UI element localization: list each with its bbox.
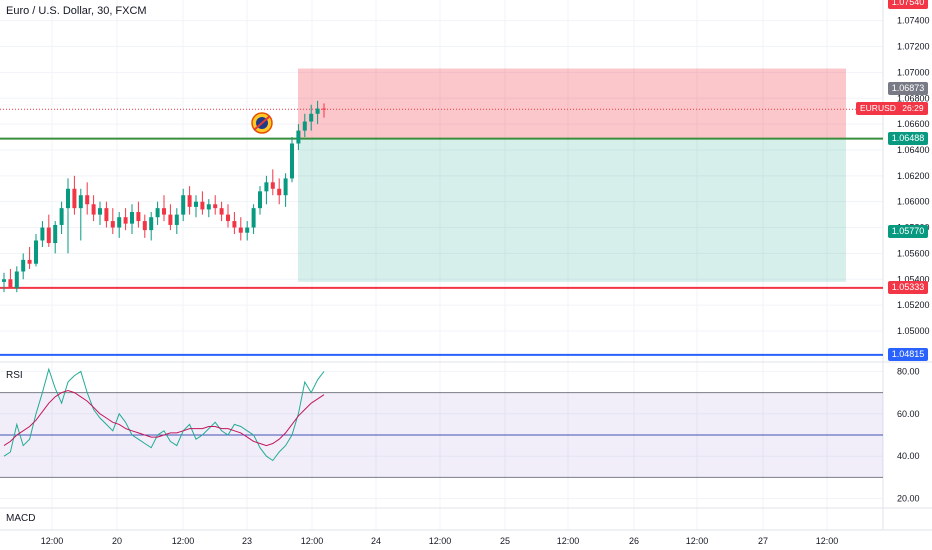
candle-body <box>98 208 102 215</box>
symbol-title[interactable]: Euro / U.S. Dollar, 30, FXCM <box>6 5 147 17</box>
candle-body <box>206 204 211 210</box>
candle-body <box>162 208 166 215</box>
candle-body <box>85 195 90 205</box>
candle-body <box>130 212 134 224</box>
rsi-pane-label[interactable]: RSI <box>6 370 23 381</box>
sell-signal-icon[interactable] <box>251 112 273 134</box>
countdown-label: 26:29 <box>902 103 924 113</box>
candle-body <box>270 182 275 189</box>
candle-body <box>149 217 154 231</box>
price-axis-label: 1.06800 <box>897 93 930 103</box>
candle-body <box>238 227 243 233</box>
rsi-axis-label: 80.00 <box>897 366 920 376</box>
symbol-label: EURUSD <box>860 103 896 113</box>
time-axis-label: 26 <box>629 536 639 546</box>
candle-body <box>72 188 77 209</box>
current-price-tag: EURUSD 26:29 <box>856 102 928 115</box>
candle-body <box>258 191 262 209</box>
price-axis-label: 1.05600 <box>897 248 930 258</box>
candle-body <box>264 182 269 192</box>
rsi-ma-line <box>3 389 325 447</box>
time-axis-label: 20 <box>112 536 122 546</box>
price-tag-top: 1.07540 <box>888 0 928 10</box>
candle-body <box>8 279 13 289</box>
candle-body <box>296 130 301 144</box>
candle-body <box>194 201 198 207</box>
time-axis-label: 12:00 <box>429 536 452 546</box>
candle-body <box>226 214 230 222</box>
candle-body <box>322 108 326 110</box>
price-axis-label: 1.07200 <box>897 42 930 52</box>
price-tag-red-line: 1.05333 <box>888 281 928 295</box>
price-axis-label: 1.07000 <box>897 67 930 77</box>
candle-body <box>213 204 218 209</box>
time-axis-label: 24 <box>371 536 381 546</box>
candle-body <box>34 240 38 264</box>
time-axis-label: 12:00 <box>301 536 324 546</box>
candle-body <box>232 221 237 228</box>
candle-body <box>302 121 307 131</box>
candle-body <box>66 188 70 209</box>
candle-body <box>283 178 288 196</box>
candle-body <box>200 201 205 210</box>
rsi-axis-label: 20.00 <box>897 494 920 504</box>
time-axis-label: 25 <box>500 536 510 546</box>
price-axis-label: 1.05200 <box>897 300 930 310</box>
candle-body <box>245 227 250 233</box>
time-axis-label: 12:00 <box>41 536 64 546</box>
candle-body <box>309 113 314 122</box>
price-axis-label: 1.05000 <box>897 326 930 336</box>
time-axis-label: 12:00 <box>816 536 839 546</box>
candle-body <box>59 208 64 225</box>
candle-body <box>219 208 224 215</box>
candle-body <box>117 217 122 228</box>
candle-body <box>78 195 83 209</box>
candle-body <box>174 214 179 225</box>
price-tag-green-line: 1.06488 <box>888 132 928 146</box>
rsi-axis-label: 40.00 <box>897 451 920 461</box>
candle-body <box>104 208 109 222</box>
candle-body <box>27 259 32 264</box>
candle-body <box>277 188 282 196</box>
candle-body <box>110 221 115 228</box>
time-axis-label: 12:00 <box>557 536 580 546</box>
macd-pane-label[interactable]: MACD <box>6 513 36 524</box>
price-axis-label: 1.06200 <box>897 171 930 181</box>
candle-body <box>91 204 96 215</box>
price-axis-label: 1.06000 <box>897 197 930 207</box>
time-axis-label: 27 <box>758 536 768 546</box>
rsi-axis-label: 60.00 <box>897 409 920 419</box>
time-axis-label: 12:00 <box>172 536 195 546</box>
time-axis-label: 12:00 <box>686 536 709 546</box>
candle-body <box>136 212 141 222</box>
time-axis-label: 23 <box>242 536 252 546</box>
price-tag-stop: 1.05770 <box>888 224 928 238</box>
candle-body <box>251 208 256 228</box>
rsi-line <box>3 367 325 462</box>
candle-body <box>181 195 186 215</box>
price-axis-label: 1.05400 <box>897 274 930 284</box>
price-axis-label: 1.07400 <box>897 16 930 26</box>
candle-body <box>142 221 147 231</box>
candle-body <box>155 208 160 218</box>
candle-body <box>14 271 19 289</box>
candle-body <box>187 195 192 207</box>
candle-body <box>123 217 128 224</box>
candle-body <box>40 227 45 241</box>
price-axis-label: 1.06400 <box>897 145 930 155</box>
price-tag-target: 1.06873 <box>888 82 928 96</box>
candle-body <box>53 224 58 244</box>
candle-body <box>168 214 173 225</box>
candle-body <box>315 108 320 114</box>
candle-body <box>46 227 51 244</box>
target-zone <box>298 68 846 139</box>
candle-body <box>2 279 6 282</box>
price-axis-label: 1.06600 <box>897 119 930 129</box>
price-tag-blue-line: 1.04815 <box>888 348 928 362</box>
stop-zone <box>298 138 846 282</box>
candle-body <box>290 143 294 179</box>
candle-body <box>21 259 26 272</box>
